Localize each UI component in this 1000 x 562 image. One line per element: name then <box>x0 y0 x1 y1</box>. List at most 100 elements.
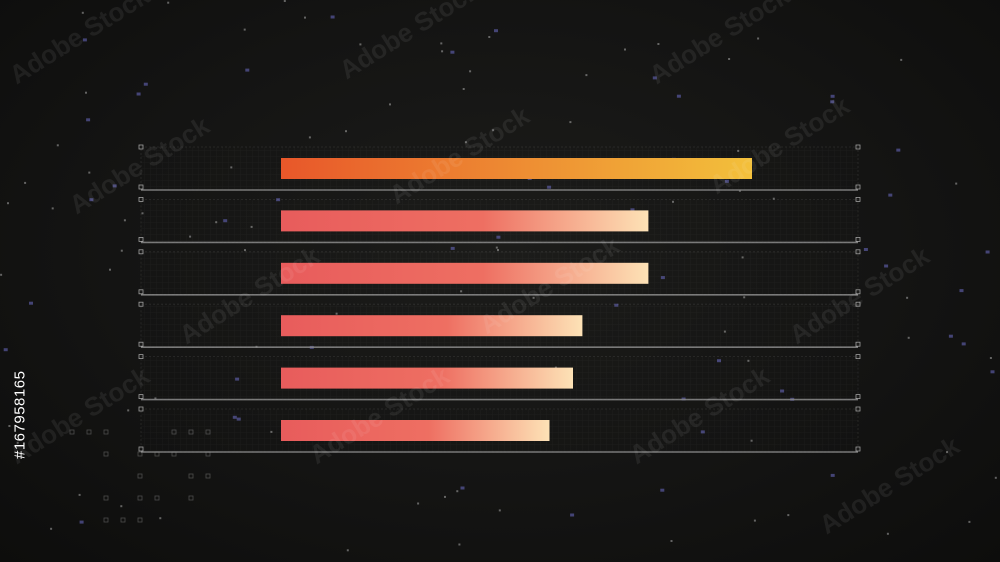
particle-square <box>120 517 126 523</box>
bar-4 <box>281 315 583 337</box>
particle-square <box>69 429 75 435</box>
particle <box>460 486 465 490</box>
particle <box>136 92 141 96</box>
particle <box>888 193 893 197</box>
particle-square <box>137 517 143 523</box>
particle <box>86 118 91 122</box>
particle <box>330 15 335 19</box>
particle <box>159 517 162 520</box>
row-corner-marker <box>855 354 861 360</box>
particle <box>492 129 495 132</box>
particle <box>127 409 130 412</box>
particle <box>88 171 91 174</box>
bar-2 <box>281 210 649 232</box>
particle <box>16 441 19 444</box>
bar-6 <box>281 420 550 441</box>
particle <box>462 88 465 90</box>
particle <box>82 38 87 42</box>
chart-rows <box>138 144 861 453</box>
particle <box>143 82 148 86</box>
particle <box>283 0 286 2</box>
particle <box>959 289 964 293</box>
particle <box>450 50 455 54</box>
particle <box>450 246 455 250</box>
particle <box>994 476 997 479</box>
particle <box>441 50 444 53</box>
bar-5 <box>281 367 573 389</box>
row-corner-marker <box>138 394 144 400</box>
row-corner-marker <box>138 184 144 190</box>
particle <box>3 348 8 352</box>
row-corner-marker <box>138 236 144 242</box>
particle-square <box>103 495 109 501</box>
particle <box>498 509 501 512</box>
row-corner-marker <box>138 289 144 295</box>
row-corner-marker <box>855 196 861 202</box>
particle <box>389 103 391 106</box>
particle <box>89 198 94 202</box>
particle-square <box>188 473 194 479</box>
particle <box>469 70 472 73</box>
particle <box>585 74 588 77</box>
particle <box>243 28 246 31</box>
particle <box>569 121 572 124</box>
row-corner-marker <box>855 289 861 295</box>
row-corner-marker <box>138 144 144 150</box>
row-corner-marker <box>855 236 861 242</box>
row-corner-marker <box>138 341 144 347</box>
particle <box>968 520 971 523</box>
bar-1 <box>281 158 752 179</box>
particle <box>948 334 953 338</box>
particle <box>464 141 467 144</box>
row-corner-marker <box>855 394 861 400</box>
particle <box>753 519 756 522</box>
particle-square <box>103 451 109 457</box>
particle <box>570 513 575 517</box>
particle <box>989 357 992 359</box>
particle-square <box>188 495 194 501</box>
particle-square <box>103 517 109 523</box>
particle <box>488 36 491 38</box>
particle <box>24 181 27 184</box>
particle <box>304 16 306 19</box>
particle <box>85 91 87 94</box>
particle <box>772 197 775 200</box>
particle <box>417 502 420 505</box>
particle-square <box>137 495 143 501</box>
particle <box>245 68 250 72</box>
particle-square <box>137 451 143 457</box>
row-corner-marker <box>138 446 144 452</box>
row-corner-marker <box>138 301 144 307</box>
particle <box>657 43 660 45</box>
particle <box>8 425 11 427</box>
particle <box>660 488 665 492</box>
particle <box>120 505 123 508</box>
particle <box>787 514 790 517</box>
particle <box>359 43 362 46</box>
row-corner-marker <box>855 184 861 190</box>
particle <box>900 58 903 61</box>
particle <box>29 301 33 305</box>
row-corner-marker <box>138 354 144 360</box>
particle <box>109 268 111 271</box>
row-corner-marker <box>138 196 144 202</box>
row-corner-marker <box>138 406 144 412</box>
particle <box>946 451 948 454</box>
particle <box>51 207 54 210</box>
particle <box>990 370 995 374</box>
chart-bars <box>281 158 752 441</box>
particle <box>830 94 835 98</box>
particle <box>884 264 889 268</box>
row-corner-marker <box>855 406 861 412</box>
particle <box>896 148 901 152</box>
particle <box>532 296 535 299</box>
particle <box>743 296 746 299</box>
particle <box>728 58 731 60</box>
particle <box>676 94 681 98</box>
particle <box>0 273 3 276</box>
particle <box>440 42 443 45</box>
particle <box>244 249 246 252</box>
particle <box>830 100 835 104</box>
particle <box>78 493 81 496</box>
row-corner-marker <box>138 249 144 255</box>
